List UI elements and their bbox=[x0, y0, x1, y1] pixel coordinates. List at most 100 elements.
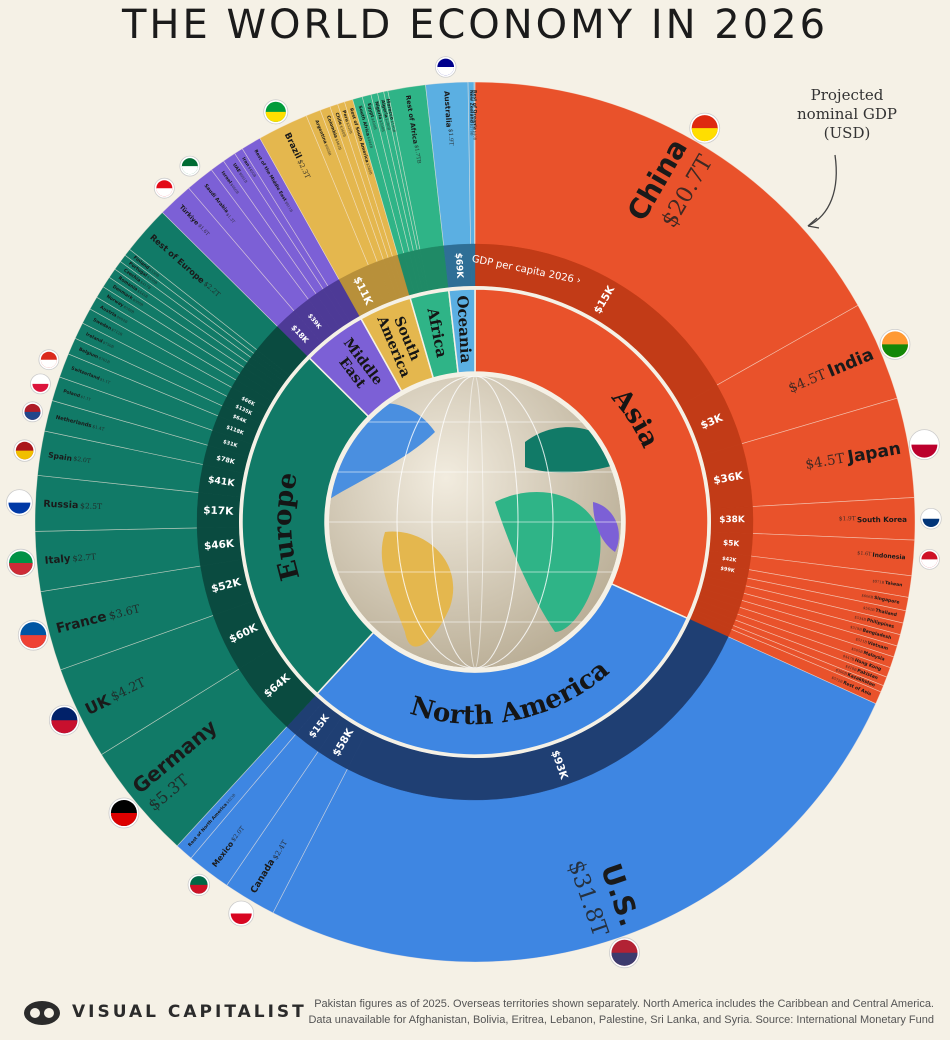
flag-icon bbox=[187, 873, 211, 897]
country-name-label: New Zealand bbox=[469, 90, 475, 123]
gdp-value-label: $320B bbox=[345, 122, 353, 135]
gdp-value-label: $1.3T bbox=[226, 212, 237, 224]
country-name-label: Algeria bbox=[380, 99, 390, 118]
gdp-value-label: $40B bbox=[473, 131, 477, 141]
gdp-value-label: $2.5T bbox=[80, 501, 102, 511]
country-label: Morocco $190B bbox=[385, 98, 398, 133]
gdp-value-label: $400B bbox=[247, 166, 257, 178]
gdp-value-label: $270B bbox=[469, 124, 473, 136]
gdp-value-label: $572B bbox=[831, 676, 844, 685]
gdp-value-label: $445B bbox=[136, 289, 148, 299]
flag-icon bbox=[434, 56, 457, 78]
flag-icon bbox=[17, 619, 49, 651]
country-label: New Zealand $270B bbox=[469, 90, 475, 136]
gdp-value-label: $2.0T bbox=[73, 455, 91, 465]
gdp-value-label: $462B bbox=[334, 138, 342, 151]
country-label: $562B Thailand bbox=[863, 604, 898, 617]
country-label: Rest of Oceania $40B bbox=[472, 90, 478, 141]
per-capita-label: $5K bbox=[723, 538, 741, 548]
footer-notes: Pakistan figures as of 2025. Overseas te… bbox=[294, 996, 934, 1028]
per-capita-label: $99K bbox=[720, 566, 736, 575]
country-name-label: Egypt bbox=[366, 102, 376, 118]
country-name-label: Taiwan bbox=[885, 579, 903, 588]
country-name-label: Poland bbox=[63, 388, 81, 399]
flag-icon bbox=[38, 349, 60, 371]
flag-icon bbox=[228, 900, 255, 927]
country-label: Chile $360B bbox=[334, 112, 348, 138]
flag-icon bbox=[13, 439, 36, 462]
country-label: $1.9T South Korea bbox=[839, 514, 907, 523]
gdp-value-label: $380B bbox=[365, 163, 372, 176]
country-name-label: Italy bbox=[44, 553, 71, 567]
gdp-value-label: $666B bbox=[229, 183, 239, 195]
gdp-value-label: $447B bbox=[842, 654, 855, 662]
gdp-value-label: $519B bbox=[850, 625, 863, 632]
gdp-value-label: $604B bbox=[116, 315, 129, 325]
gdp-value-label: $280B bbox=[384, 118, 391, 131]
per-capita-label: $41K bbox=[207, 474, 236, 489]
gdp-value-label: $1.1T bbox=[99, 377, 111, 385]
gdp-value-label: $300B bbox=[835, 668, 848, 676]
gdp-value-label: $4.5T bbox=[804, 450, 846, 472]
annotation-arrow-icon bbox=[807, 154, 837, 229]
country-label: Russia $2.5T bbox=[43, 498, 102, 511]
flag-icon bbox=[908, 429, 940, 461]
country-name-label: Australia bbox=[443, 91, 454, 128]
flag-icon bbox=[6, 548, 36, 578]
gdp-value-label: $360B bbox=[339, 125, 347, 138]
country-name-label: South Korea bbox=[857, 514, 907, 523]
africa-land bbox=[495, 492, 601, 632]
flag-icon bbox=[609, 937, 640, 969]
country-name-label: Spain bbox=[48, 450, 73, 463]
per-capita-label: $64K bbox=[232, 414, 249, 426]
country-label: Spain $2.0T bbox=[48, 450, 92, 466]
country-label: Algeria $280B bbox=[380, 99, 393, 131]
country-label: Italy $2.7T bbox=[44, 550, 97, 567]
gdp-value-label: $1.1T bbox=[80, 395, 92, 402]
gdp-value-label: $601B bbox=[238, 172, 248, 184]
flag-icon bbox=[919, 548, 940, 570]
ring-divider bbox=[239, 286, 711, 758]
country-name-label: Singapore bbox=[874, 594, 901, 605]
flag-icon bbox=[689, 112, 721, 144]
country-name-label: Rest of Oceania bbox=[472, 90, 478, 130]
gdp-value-label: $300B bbox=[379, 120, 386, 133]
gdp-value-label: $1.6T bbox=[857, 550, 872, 557]
flag-icon bbox=[48, 704, 80, 736]
gdp-value-label: $410B bbox=[845, 664, 858, 672]
country-label: Egypt $400B bbox=[366, 102, 379, 130]
flag-icon bbox=[30, 373, 51, 395]
gdp-value-label: $1.7TB bbox=[413, 145, 422, 165]
gdp-value-label: $971B bbox=[872, 579, 885, 585]
gdp-value-label: $1.4T bbox=[92, 424, 105, 432]
gdp-value-label: $823B bbox=[226, 793, 237, 805]
per-capita-label: $42K bbox=[722, 556, 738, 564]
country-name-label: Iran bbox=[241, 156, 252, 168]
flags bbox=[6, 56, 942, 969]
country-label: Iran $400B bbox=[241, 156, 259, 179]
gdp-value-label: $761B bbox=[98, 356, 111, 365]
flag-icon bbox=[22, 401, 43, 423]
gdp-value-label: $2.7T bbox=[72, 551, 97, 563]
per-capita-label: $46K bbox=[204, 538, 236, 553]
flag-icon bbox=[879, 329, 911, 360]
country-label: Peru $320B bbox=[341, 109, 354, 134]
country-name-label: UAE bbox=[231, 162, 242, 174]
country-name-label: Morocco bbox=[385, 98, 395, 120]
gdp-value-label: $417B bbox=[139, 280, 151, 290]
country-label: Australia $1.9T bbox=[443, 91, 456, 146]
page-title: THE WORLD ECONOMY IN 2026 bbox=[121, 2, 829, 48]
gdp-value-label: $350B bbox=[146, 275, 158, 285]
country-name-label: Thailand bbox=[875, 607, 898, 618]
gdp-value-label: $444B bbox=[366, 136, 373, 149]
per-capita-ring bbox=[196, 243, 754, 801]
region-ring bbox=[241, 288, 709, 756]
per-capita-label: $38K bbox=[719, 515, 746, 525]
flag-icon bbox=[263, 99, 289, 125]
country-name-label: Russia bbox=[43, 498, 78, 510]
gdp-value-label: $712B bbox=[111, 328, 124, 337]
region-label: Oceania bbox=[453, 295, 475, 364]
gdp-value-label: $668B bbox=[324, 144, 332, 157]
country-name-label: Indonesia bbox=[872, 551, 906, 561]
